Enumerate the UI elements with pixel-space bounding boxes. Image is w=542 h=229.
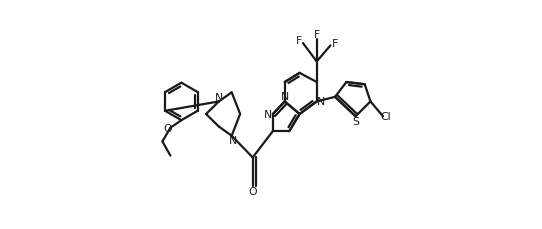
Text: N: N [229,136,237,146]
Text: N: N [263,109,272,120]
Text: F: F [314,30,320,40]
Text: Cl: Cl [380,112,391,122]
Text: F: F [331,38,338,49]
Text: N: N [281,92,289,102]
Text: O: O [163,123,172,133]
Text: S: S [352,117,359,127]
Text: N: N [317,97,325,107]
Text: N: N [215,93,223,103]
Text: O: O [248,186,257,196]
Text: F: F [296,36,302,46]
